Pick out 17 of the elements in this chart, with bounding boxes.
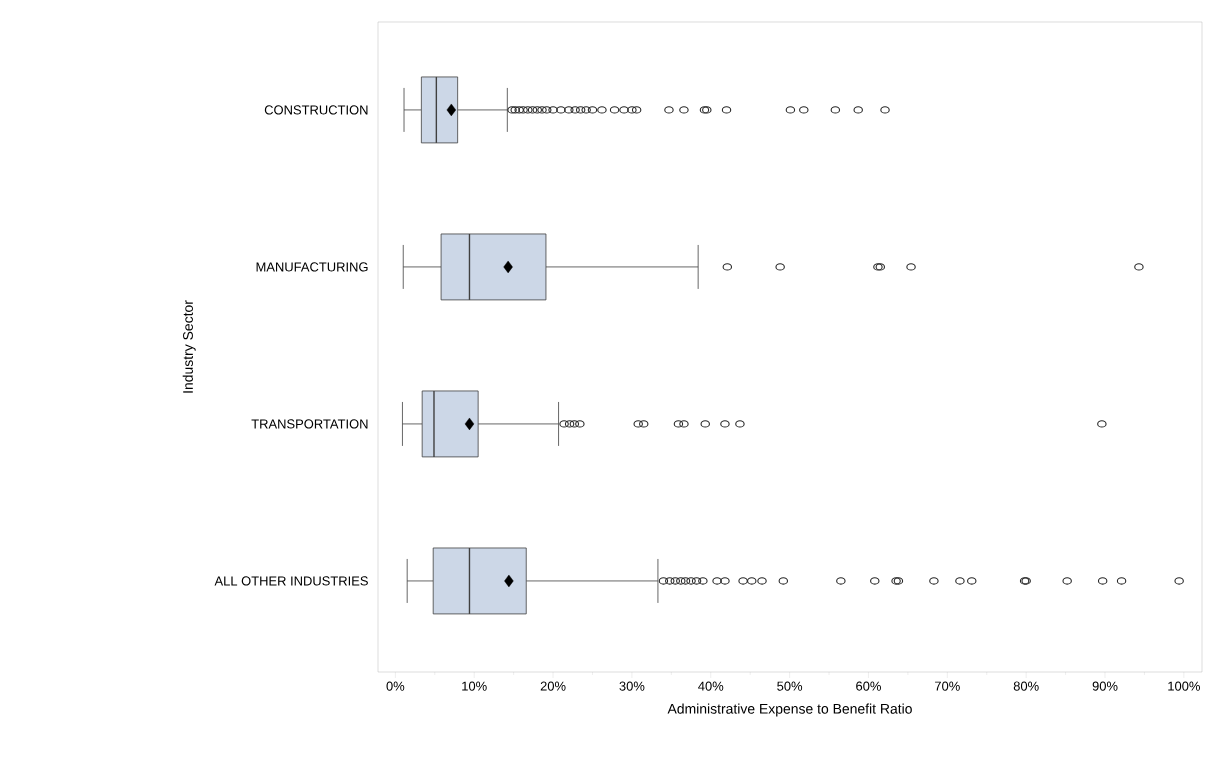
x-tick-label: 20% [540, 681, 566, 691]
x-tick-label: 40% [698, 681, 724, 691]
x-tick-label: 90% [1092, 681, 1118, 691]
x-tick-label: 10% [462, 681, 487, 691]
y-axis-title: Industry Sector [182, 300, 196, 393]
x-tick-label: 30% [619, 681, 645, 691]
y-tick-label: MANUFACTURING [256, 262, 368, 272]
x-tick-label: 0% [386, 681, 405, 691]
x-axis-title: Administrative Expense to Benefit Ratio [667, 703, 912, 717]
x-tick-label: 80% [1013, 681, 1039, 691]
x-tick-label: 70% [935, 681, 960, 691]
x-tick-label: 60% [856, 681, 881, 691]
y-tick-label: TRANSPORTATION [251, 419, 368, 429]
y-tick-label: ALL OTHER INDUSTRIES [214, 576, 368, 586]
y-tick-label: CONSTRUCTION [264, 105, 368, 115]
x-tick-label: 100% [1168, 681, 1200, 691]
x-tick-label: 50% [777, 681, 803, 691]
